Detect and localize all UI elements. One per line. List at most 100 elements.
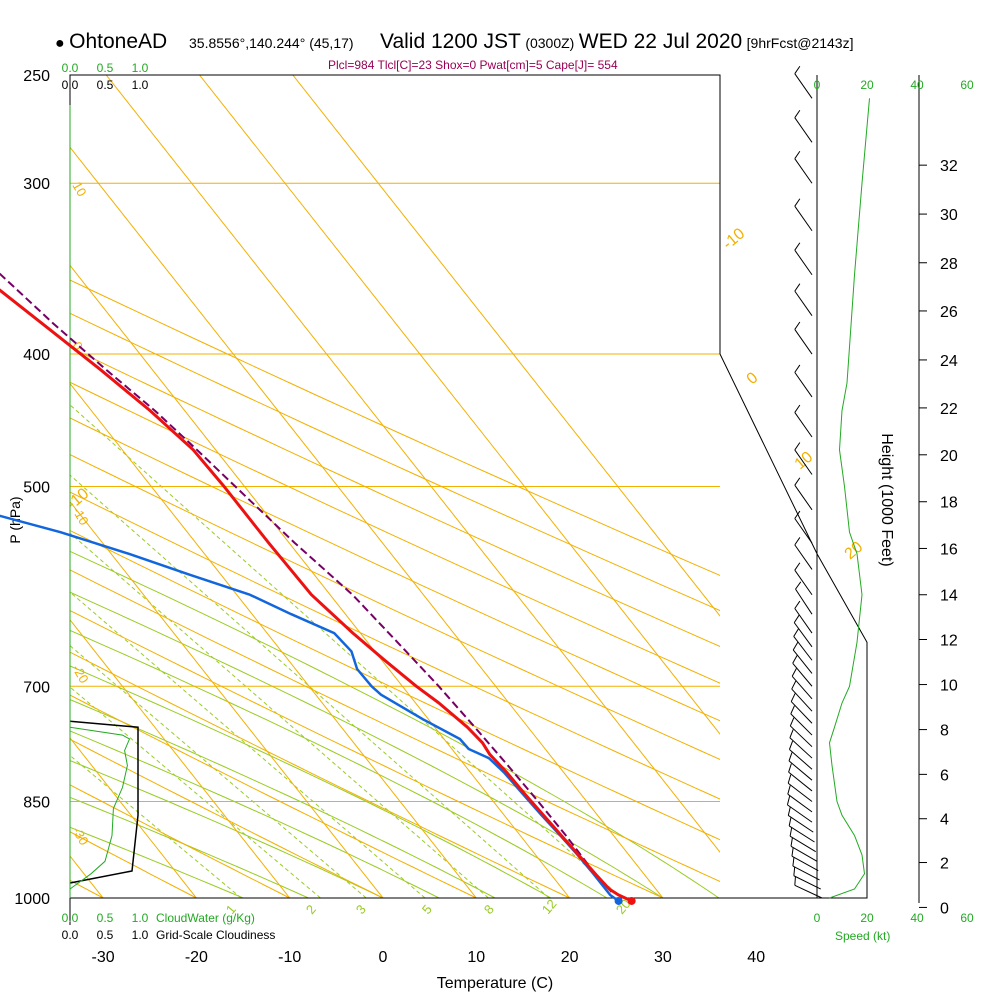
barb-flag <box>788 763 792 773</box>
barb-staff <box>792 865 820 881</box>
wind-barb <box>794 600 813 634</box>
mixing-ratio-line <box>70 591 426 898</box>
wind-scale-bottom-label: 60 <box>960 911 974 925</box>
barb-staff <box>789 737 813 759</box>
barb-flag <box>794 321 801 330</box>
barb-flag <box>786 796 791 806</box>
barb-flag <box>793 866 796 876</box>
wind-speed-profile <box>828 98 870 899</box>
wind-barb <box>788 816 815 843</box>
wind-barb <box>794 198 813 232</box>
barb-staff <box>791 675 813 700</box>
barb-flag <box>794 537 801 546</box>
barb-flag <box>794 876 796 886</box>
isotherm <box>70 737 197 898</box>
valid-utc: (0300Z) <box>525 35 575 51</box>
barb-staff <box>790 845 818 862</box>
dry-adiabat <box>70 279 720 577</box>
height-tick-label: 20 <box>940 448 958 465</box>
wind-barb <box>794 537 813 570</box>
barb-staff <box>793 636 813 661</box>
cloudwater-scale-top-label: 0.5 <box>97 61 114 75</box>
height-axis-title: Height (1000 Feet) <box>878 433 895 566</box>
barb-flag <box>794 442 801 451</box>
barb-flag <box>794 65 801 74</box>
wind-barbs <box>786 65 823 899</box>
wind-barb <box>794 510 813 544</box>
wind-scale-top-label: 20 <box>860 78 874 92</box>
cloudiness-scale-bottom-label: 1.0 <box>132 928 149 942</box>
barb-staff <box>792 662 813 687</box>
wind-barb <box>790 837 818 862</box>
wind-barb <box>795 581 813 615</box>
wind-barb <box>794 321 813 355</box>
barb-flag <box>792 857 795 867</box>
barb-flag <box>788 816 792 826</box>
pressure-tick-label: 850 <box>23 795 50 812</box>
valid-date: WED 22 Jul 2020 <box>578 30 743 53</box>
dry-adiabat-label: 10 <box>792 449 817 474</box>
height-tick-label: 16 <box>940 541 958 558</box>
pressure-tick-label: 700 <box>23 679 50 696</box>
pressure-tick-label: 250 <box>23 68 50 85</box>
height-tick-label: 28 <box>940 256 958 273</box>
wind-barb <box>789 827 817 853</box>
dry-adiabat <box>70 312 720 612</box>
stability-indices: Plcl=984 Tlcl[C]=23 Shox=0 Pwat[cm]=5 Ca… <box>328 58 618 72</box>
barb-flag <box>794 477 801 486</box>
dry-adiabat <box>70 491 720 800</box>
barb-staff <box>788 815 814 833</box>
barb-flag <box>791 680 797 690</box>
dry-adiabat-label: 0 <box>744 369 762 388</box>
wind-barb <box>794 150 813 184</box>
barb-flag <box>790 837 793 847</box>
dry-adiabat-label: -10 <box>720 225 749 253</box>
barb-staff <box>794 518 813 544</box>
height-tick-label: 8 <box>940 723 949 740</box>
wind-scale-top-label: 60 <box>960 78 974 92</box>
barb-staff <box>789 835 817 853</box>
cloudiness-scale-top-label: 0.5 <box>97 78 114 92</box>
barb-flag <box>787 785 791 795</box>
wind-barb <box>789 729 813 759</box>
wind-barb <box>793 866 821 890</box>
wind-barb <box>791 680 813 712</box>
barb-flag <box>792 655 798 664</box>
wind-barb <box>786 796 813 823</box>
wind-barb <box>794 562 813 596</box>
cloudiness-scale-top-label: 1.0 <box>132 78 149 92</box>
barb-flag <box>794 242 801 251</box>
wind-barb <box>788 752 813 781</box>
barb-staff <box>787 782 813 802</box>
height-tick-label: 14 <box>940 588 958 605</box>
cloudwater-scale-top-label: 1.0 <box>132 61 149 75</box>
temperature-tick-label: 20 <box>561 949 579 966</box>
cloudwater-profile <box>69 726 131 890</box>
wind-barb <box>794 876 823 899</box>
barb-flag <box>791 668 797 677</box>
mixing-ratio-label: 5 <box>419 902 435 917</box>
barb-flag <box>794 600 801 609</box>
wind-barb <box>794 109 813 143</box>
barb-flag <box>788 752 793 762</box>
barb-flag <box>794 510 801 519</box>
barb-flag <box>791 847 794 857</box>
dry-adiabat <box>70 454 720 761</box>
x-axis-title: Temperature (C) <box>437 975 553 992</box>
barb-flag <box>787 806 791 816</box>
height-tick-label: 6 <box>940 767 949 784</box>
temperature-tick-label: 0 <box>379 949 388 966</box>
height-tick-label: 0 <box>940 900 949 917</box>
barb-flag <box>789 827 793 837</box>
temperature-tick-label: -30 <box>92 949 115 966</box>
moist-adiabat <box>70 760 384 898</box>
station-dot-icon: ● <box>55 35 65 52</box>
isotherm <box>70 619 291 898</box>
moist-adiabat <box>70 698 496 898</box>
cloudiness-profile <box>69 720 139 884</box>
height-tick-label: 2 <box>940 856 949 873</box>
barb-flag <box>794 283 801 292</box>
wind-barb <box>792 641 813 674</box>
dry-adiabat <box>70 417 720 722</box>
